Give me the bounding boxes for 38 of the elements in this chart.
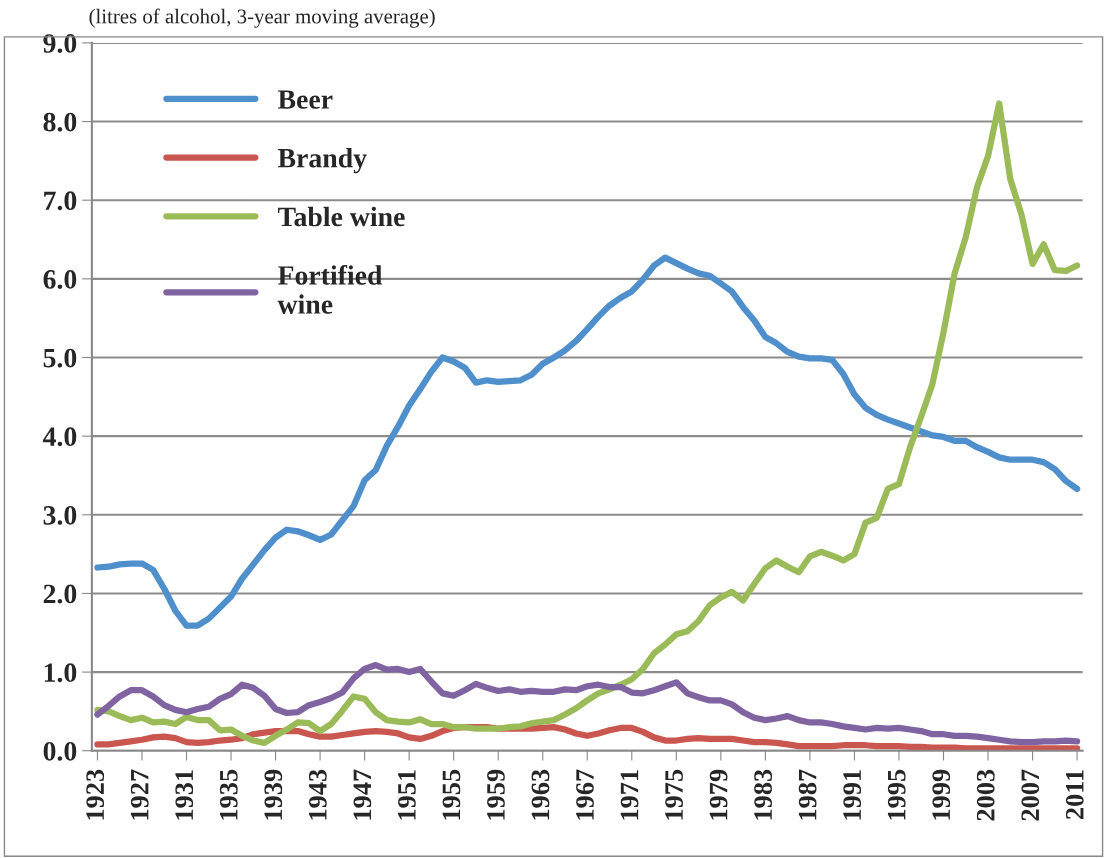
y-tick-label: 5.0: [43, 348, 77, 368]
x-tick-label: 1991: [843, 770, 862, 820]
legend-label: Fortified wine: [277, 265, 383, 314]
x-tick-label: 1963: [531, 769, 550, 820]
y-tick-label: 9.0: [43, 34, 77, 53]
x-tick-label: 2007: [1021, 769, 1040, 821]
x-tick-label: 2011: [1065, 770, 1084, 820]
x-tick-label: 1959: [487, 769, 505, 820]
legend-label: Brandy: [277, 148, 367, 174]
y-tick-label: 0.0: [43, 741, 77, 761]
x-tick-label: 1979: [709, 769, 728, 820]
x-tick-label: 1947: [353, 769, 372, 820]
x-tick-label: 1995: [887, 769, 906, 820]
x-tick-label: 1999: [932, 769, 951, 820]
y-tick-label: 1.0: [44, 663, 77, 683]
x-tick-label: 1951: [398, 770, 416, 820]
x-tick-label: 2003: [976, 769, 995, 821]
chart-subtitle: (litres of alcohol, 3-year moving average): [89, 8, 435, 28]
x-tick-label: 1975: [665, 769, 683, 820]
y-tick-label: 2.0: [43, 584, 77, 604]
x-tick-label: 1923: [86, 769, 105, 820]
x-tick-label: 1967: [576, 769, 594, 820]
x-tick-label: 1987: [798, 769, 817, 820]
y-tick-label: 3.0: [43, 505, 77, 525]
y-tick-label: 6.0: [43, 270, 77, 289]
x-tick-label: 1955: [442, 769, 461, 820]
x-tick-label: 1983: [754, 769, 772, 820]
x-tick-label: 1939: [264, 769, 283, 820]
x-tick-label: 1971: [620, 770, 639, 820]
x-tick-label: 1943: [308, 769, 327, 820]
y-tick-label: 4.0: [42, 427, 77, 447]
legend-label: Table wine: [277, 206, 405, 227]
y-tick-label: 8.0: [43, 112, 77, 132]
legend-label: Beer: [277, 90, 333, 109]
x-tick-label: 1931: [175, 770, 194, 820]
x-tick-label: 1927: [130, 769, 149, 820]
x-tick-label: 1935: [219, 769, 238, 820]
y-tick-label: 7.0: [44, 191, 77, 211]
